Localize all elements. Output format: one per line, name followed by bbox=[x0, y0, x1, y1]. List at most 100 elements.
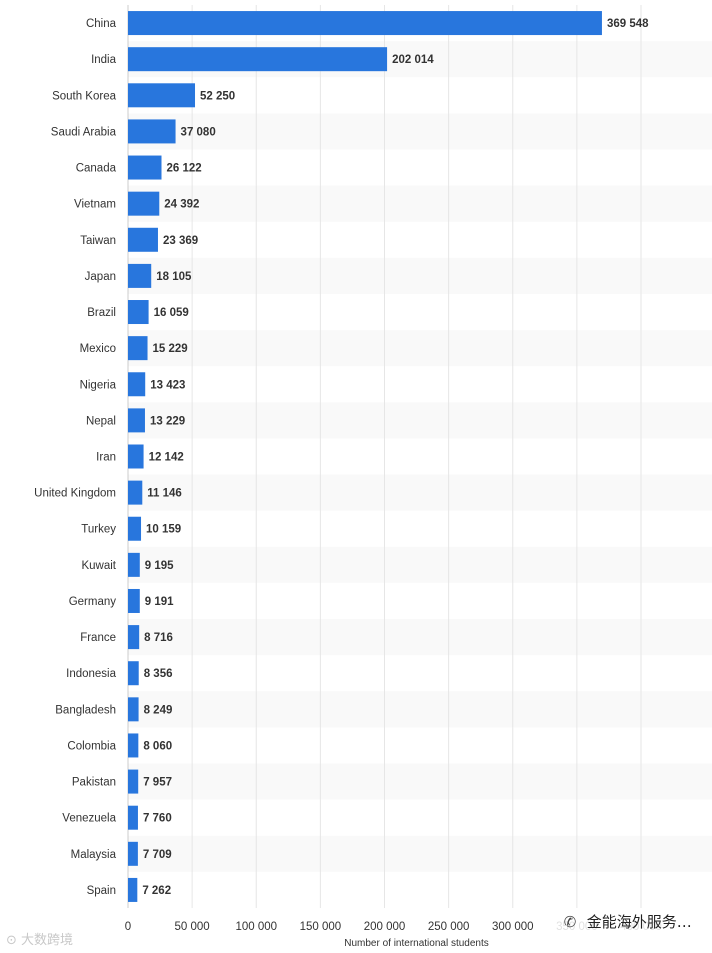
category-label: France bbox=[80, 632, 116, 644]
watermark-right-text: 金能海外服务… bbox=[586, 913, 692, 931]
watermark-right: ✆ 金能海外服务… bbox=[556, 911, 694, 932]
bar-pakistan bbox=[128, 769, 139, 794]
value-label: 52 250 bbox=[200, 90, 235, 102]
bar-colombia bbox=[128, 733, 139, 758]
category-label: Taiwan bbox=[80, 235, 116, 247]
value-label: 8 356 bbox=[144, 668, 173, 680]
value-label: 8 249 bbox=[144, 704, 173, 716]
row-stripe bbox=[128, 691, 712, 728]
category-label: Pakistan bbox=[72, 777, 116, 789]
bar-france bbox=[128, 625, 140, 650]
value-label: 7 957 bbox=[143, 777, 172, 789]
value-label: 12 142 bbox=[149, 452, 184, 464]
category-label: United Kingdom bbox=[34, 488, 116, 500]
value-label: 7 760 bbox=[143, 813, 172, 825]
bar-japan bbox=[128, 263, 152, 288]
bar-germany bbox=[128, 588, 140, 613]
category-label: Malaysia bbox=[71, 849, 117, 861]
row-stripe bbox=[128, 330, 712, 367]
bar-south-korea bbox=[128, 83, 196, 108]
category-label: Brazil bbox=[87, 307, 116, 319]
bar-kuwait bbox=[128, 552, 140, 577]
category-label: Indonesia bbox=[66, 668, 116, 680]
bar-india bbox=[128, 47, 388, 72]
x-tick-label: 250 000 bbox=[428, 921, 470, 933]
value-label: 37 080 bbox=[181, 126, 216, 138]
value-label: 7 262 bbox=[142, 885, 171, 897]
category-label: Kuwait bbox=[81, 560, 116, 572]
x-tick-label: 100 000 bbox=[235, 921, 277, 933]
value-label: 10 159 bbox=[146, 524, 181, 536]
category-label: Venezuela bbox=[62, 813, 116, 825]
category-label: Nigeria bbox=[80, 379, 117, 391]
x-tick-label: 0 bbox=[125, 921, 131, 933]
category-label: Japan bbox=[85, 271, 116, 283]
bar-mexico bbox=[128, 336, 148, 361]
bar-nepal bbox=[128, 408, 145, 433]
value-label: 23 369 bbox=[163, 235, 198, 247]
category-label: South Korea bbox=[52, 90, 117, 102]
category-label: Spain bbox=[87, 885, 116, 897]
value-label: 26 122 bbox=[167, 163, 202, 175]
category-label: Nepal bbox=[86, 415, 116, 427]
category-label: Germany bbox=[69, 596, 117, 608]
value-label: 7 709 bbox=[143, 849, 172, 861]
category-label: China bbox=[86, 18, 117, 30]
watermark-left: ⊙ 大数跨境 bbox=[6, 929, 73, 948]
category-label: Vietnam bbox=[74, 199, 116, 211]
bar-brazil bbox=[128, 300, 149, 325]
x-tick-label: 300 000 bbox=[492, 921, 534, 933]
value-label: 9 195 bbox=[145, 560, 174, 572]
category-label: Bangladesh bbox=[55, 704, 116, 716]
bar-nigeria bbox=[128, 372, 146, 397]
bar-saudi-arabia bbox=[128, 119, 176, 144]
bar-bangladesh bbox=[128, 697, 139, 722]
category-label: Colombia bbox=[67, 740, 116, 752]
bar-indonesia bbox=[128, 661, 139, 686]
category-label: India bbox=[91, 54, 117, 66]
value-label: 24 392 bbox=[164, 199, 199, 211]
bar-canada bbox=[128, 155, 162, 180]
x-axis-title: Number of international students bbox=[344, 938, 489, 949]
category-label: Saudi Arabia bbox=[51, 126, 117, 138]
value-label: 9 191 bbox=[145, 596, 174, 608]
value-label: 8 060 bbox=[143, 740, 172, 752]
bar-china bbox=[128, 11, 602, 36]
value-label: 16 059 bbox=[154, 307, 189, 319]
x-tick-label: 50 000 bbox=[175, 921, 210, 933]
logo-icon: ⊙ bbox=[6, 933, 17, 948]
category-label: Canada bbox=[76, 163, 117, 175]
value-label: 8 716 bbox=[144, 632, 173, 644]
value-label: 13 229 bbox=[150, 415, 185, 427]
bar-united-kingdom bbox=[128, 480, 143, 505]
category-label: Iran bbox=[96, 452, 116, 464]
value-label: 202 014 bbox=[392, 54, 434, 66]
row-stripe bbox=[128, 763, 712, 800]
row-stripe bbox=[128, 257, 712, 294]
bar-spain bbox=[128, 877, 138, 902]
row-stripe bbox=[128, 619, 712, 656]
value-label: 369 548 bbox=[607, 18, 649, 30]
bar-iran bbox=[128, 444, 144, 469]
value-label: 13 423 bbox=[150, 379, 185, 391]
row-stripe bbox=[128, 402, 712, 439]
category-label: Turkey bbox=[81, 524, 116, 536]
bar-malaysia bbox=[128, 841, 138, 866]
row-stripe bbox=[128, 113, 712, 150]
bar-venezuela bbox=[128, 805, 138, 830]
value-label: 18 105 bbox=[156, 271, 192, 283]
row-stripe bbox=[128, 474, 712, 511]
value-label: 11 146 bbox=[147, 488, 182, 500]
row-stripe bbox=[128, 546, 712, 583]
x-tick-label: 150 000 bbox=[300, 921, 342, 933]
bar-taiwan bbox=[128, 227, 158, 252]
bar-turkey bbox=[128, 516, 142, 541]
bar-vietnam bbox=[128, 191, 160, 216]
x-tick-label: 200 000 bbox=[364, 921, 406, 933]
row-stripe bbox=[128, 835, 712, 872]
row-stripe bbox=[128, 185, 712, 222]
wechat-icon: ✆ bbox=[563, 913, 577, 931]
watermark-left-text: 大数跨境 bbox=[21, 933, 74, 948]
category-label: Mexico bbox=[80, 343, 116, 355]
